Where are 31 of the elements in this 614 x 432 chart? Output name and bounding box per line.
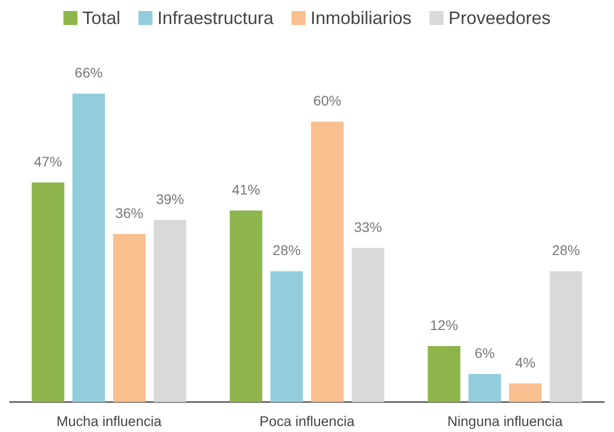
- x-tick-label: Ninguna influencia: [447, 413, 563, 429]
- legend-label: Proveedores: [448, 8, 551, 28]
- legend-label: Inmobiliarios: [310, 8, 412, 28]
- data-label: 4%: [515, 354, 536, 370]
- x-tick-label: Mucha influencia: [56, 413, 162, 429]
- bar: [468, 374, 501, 402]
- bar: [154, 220, 186, 402]
- bar: [72, 94, 105, 402]
- data-label: 60%: [313, 92, 342, 109]
- bar: [270, 271, 303, 402]
- x-tick-label: Poca influencia: [260, 413, 355, 429]
- bar: [230, 210, 262, 402]
- data-label: 33%: [354, 218, 382, 235]
- legend-label: Total: [82, 8, 120, 28]
- legend-label: Infraestructura: [157, 8, 274, 28]
- data-label: 36%: [115, 204, 144, 221]
- data-label: 6%: [474, 344, 495, 361]
- data-label: 66%: [74, 64, 103, 81]
- data-label: 41%: [232, 181, 260, 198]
- data-label: 12%: [430, 316, 458, 333]
- data-label: 28%: [552, 242, 580, 258]
- bar: [550, 271, 582, 402]
- bar: [32, 182, 64, 402]
- bar: [352, 248, 384, 402]
- data-label: 28%: [272, 242, 301, 258]
- bar: [311, 122, 344, 402]
- bar: [428, 346, 460, 402]
- data-label: 47%: [34, 153, 62, 170]
- bar: [113, 234, 146, 402]
- data-label: 39%: [156, 190, 184, 207]
- bar: [509, 383, 542, 402]
